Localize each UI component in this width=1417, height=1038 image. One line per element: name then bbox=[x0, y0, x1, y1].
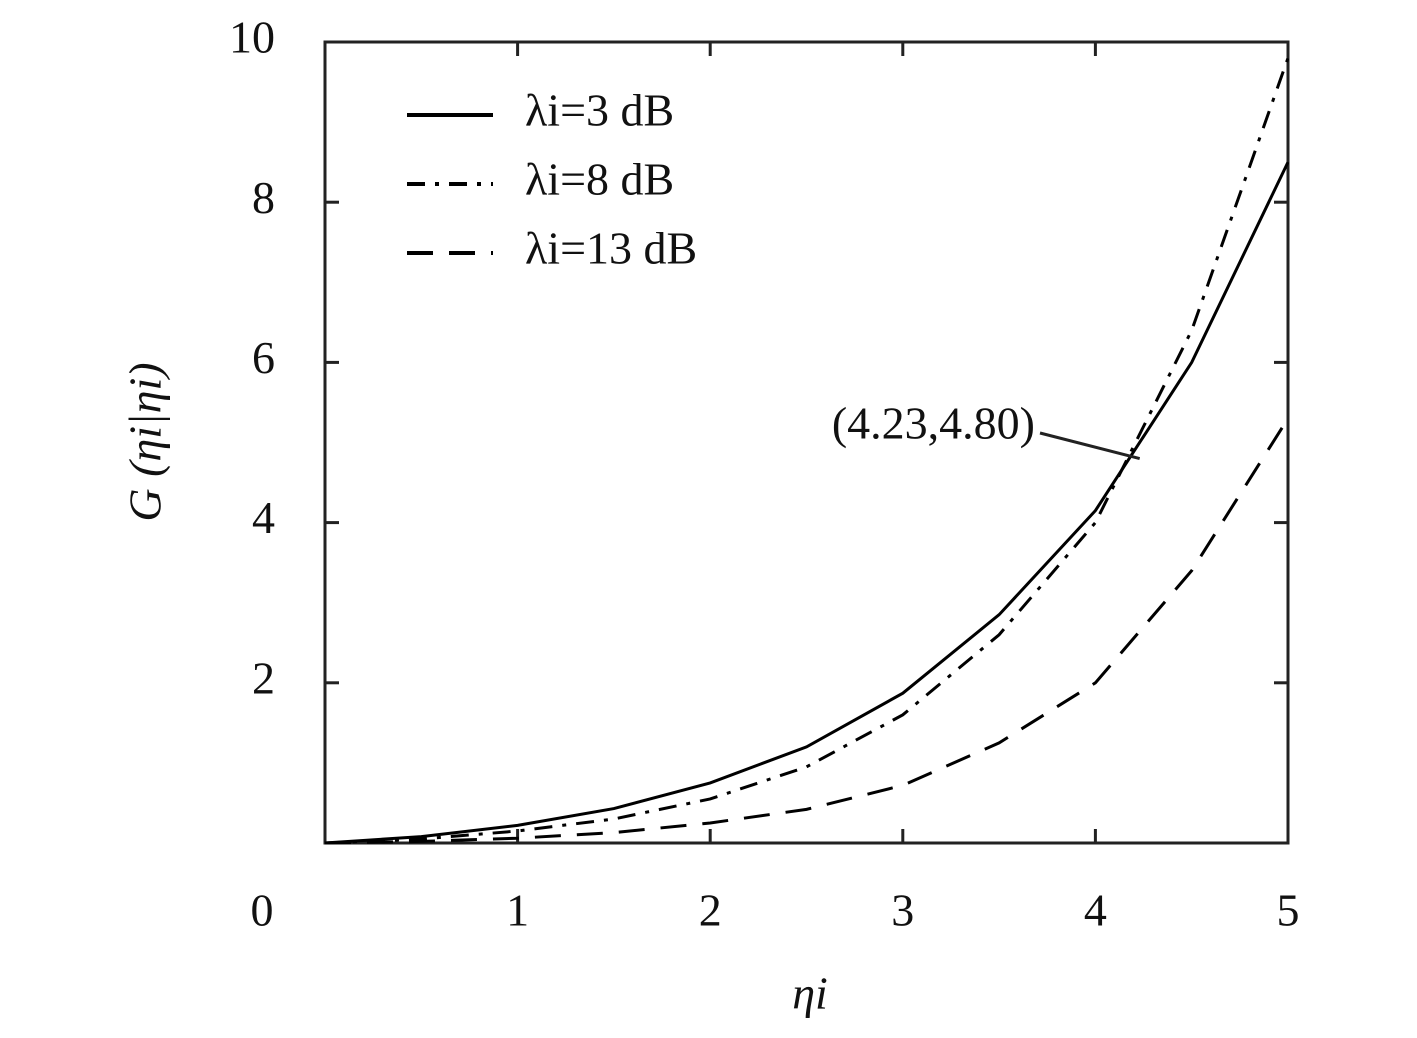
x-tick-label: 0 bbox=[251, 885, 274, 936]
x-tick-label: 4 bbox=[1084, 885, 1107, 936]
x-tick-label: 2 bbox=[699, 885, 722, 936]
legend-label: λi=8 dB bbox=[525, 154, 674, 205]
plot-frame bbox=[323, 40, 1290, 845]
legend-label: λi=13 dB bbox=[525, 223, 697, 274]
x-tick-label: 1 bbox=[506, 885, 529, 936]
line-series bbox=[324, 161, 1290, 845]
y-tick-label: 10 bbox=[229, 12, 275, 63]
x-tick-label: 3 bbox=[891, 885, 914, 936]
annotation-pointer bbox=[1039, 431, 1141, 460]
annotation-text: (4.23,4.80) bbox=[832, 398, 1035, 449]
line-series bbox=[324, 417, 1290, 845]
y-axis-label: G (ηi|ηi) bbox=[120, 362, 171, 521]
x-tick-label: 5 bbox=[1277, 885, 1300, 936]
y-tick-label: 6 bbox=[252, 332, 275, 383]
y-tick-label: 4 bbox=[252, 492, 275, 543]
legend-label: λi=3 dB bbox=[525, 85, 674, 136]
x-axis-label: ηi bbox=[792, 968, 828, 1019]
y-tick-label: 2 bbox=[252, 652, 275, 703]
line-series bbox=[324, 57, 1290, 845]
y-tick-label: 8 bbox=[252, 172, 275, 223]
